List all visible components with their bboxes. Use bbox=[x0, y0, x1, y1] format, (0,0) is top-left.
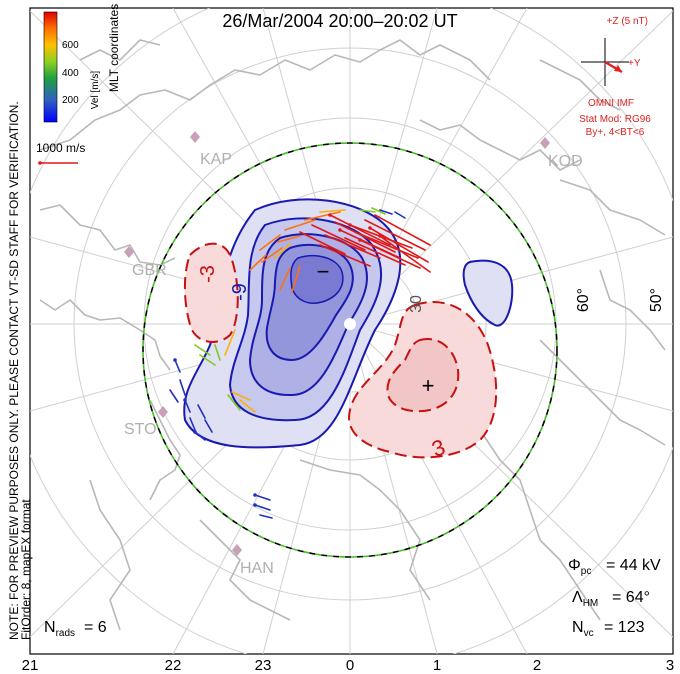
coordinate-system-label: MLT coordinates bbox=[107, 4, 121, 92]
colorbar-tick-200: 200 bbox=[62, 95, 79, 106]
pole-marker bbox=[344, 318, 356, 330]
velocity-colorbar bbox=[43, 11, 58, 123]
imf-y-label: +Y bbox=[628, 58, 641, 69]
lat-label-60: 60° bbox=[575, 288, 592, 312]
contour-label-30: 30 bbox=[408, 295, 425, 313]
positive-cell-sign: + bbox=[422, 373, 435, 398]
station-gbr-marker bbox=[124, 246, 134, 258]
mlt-axis: 21 22 23 0 1 2 3 bbox=[22, 657, 675, 674]
imf-condition-label: By+, 4<BT<6 bbox=[586, 127, 645, 138]
mlt-tick-3: 3 bbox=[666, 657, 674, 674]
phi-pc-value: = 44 kV bbox=[606, 557, 661, 574]
stat-model-label: Stat Mod: RG96 bbox=[579, 114, 651, 125]
mlt-tick-21: 21 bbox=[22, 657, 39, 674]
positive-potential-island bbox=[183, 242, 239, 343]
coastlines bbox=[39, 39, 666, 631]
mlt-tick-2: 2 bbox=[533, 657, 541, 674]
station-gbr-label: GBR bbox=[132, 262, 167, 279]
station-kap-label: KAP bbox=[200, 151, 232, 168]
negative-potential-island bbox=[462, 259, 514, 327]
station-kap-marker bbox=[190, 131, 200, 143]
n-vc-value: = 123 bbox=[604, 619, 645, 636]
station-kod-label: KOD bbox=[548, 153, 583, 170]
negative-cell-sign: − bbox=[317, 259, 330, 284]
mlt-tick-22: 22 bbox=[165, 657, 182, 674]
lambda-hm-value: = 64° bbox=[612, 589, 650, 606]
station-kod-marker bbox=[540, 137, 550, 149]
reference-vector-label: 1000 m/s bbox=[36, 141, 85, 155]
contour-label-neg9: -9 bbox=[229, 283, 251, 301]
reference-vector-origin bbox=[38, 161, 42, 165]
contour-label-neg3: -3 bbox=[197, 265, 219, 283]
imf-source-label: OMNI IMF bbox=[588, 98, 634, 109]
lat-label-50: 50° bbox=[648, 288, 665, 312]
colorbar-tick-600: 600 bbox=[62, 40, 79, 51]
hm-boundary-black bbox=[142, 142, 558, 558]
station-sto-label: STO bbox=[124, 421, 157, 438]
positive-potential-cell bbox=[348, 300, 498, 459]
imf-vector-arrowhead bbox=[614, 65, 622, 72]
preview-note: NOTE: FOR PREVIEW PURPOSES ONLY. PLEASE … bbox=[7, 101, 21, 640]
station-han-label: HAN bbox=[240, 560, 274, 577]
imf-z-label: +Z (5 nT) bbox=[607, 16, 648, 27]
colorbar-axis-label: Vel [m/s] bbox=[90, 71, 101, 110]
colorbar-tick-400: 400 bbox=[62, 68, 79, 79]
fit-order-note: FitOrder: 8, mapEX format bbox=[19, 499, 33, 640]
velocity-vectors bbox=[169, 207, 431, 519]
mlt-tick-0: 0 bbox=[346, 657, 354, 674]
station-sto-marker bbox=[158, 406, 168, 418]
mlt-tick-23: 23 bbox=[255, 657, 272, 674]
imf-clock: +Z (5 nT) +Y OMNI IMF Stat Mod: RG96 By+… bbox=[579, 16, 651, 138]
station-markers bbox=[124, 131, 550, 556]
n-rads-value: = 6 bbox=[84, 619, 107, 636]
map-title: 26/Mar/2004 20:00–20:02 UT bbox=[222, 11, 457, 31]
mlt-tick-1: 1 bbox=[433, 657, 441, 674]
station-han-marker bbox=[232, 544, 242, 556]
